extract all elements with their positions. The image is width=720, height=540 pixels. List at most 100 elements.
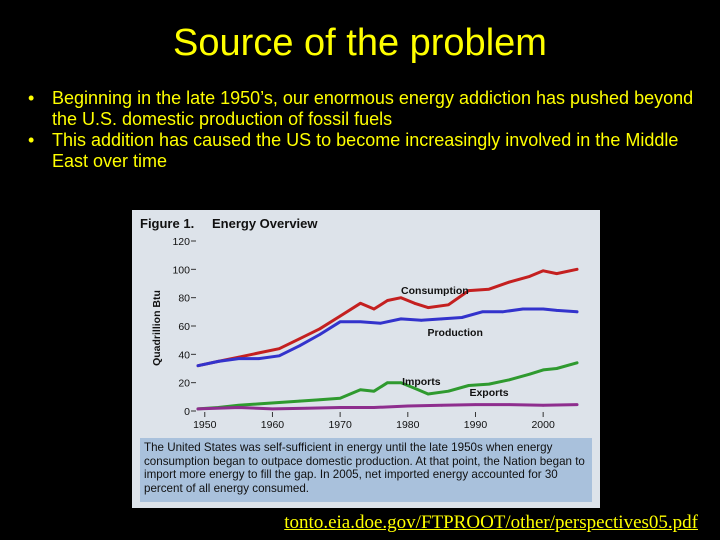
bullet-list: • Beginning in the late 1950’s, our enor… xyxy=(28,88,708,172)
bullet-text: This addition has caused the US to becom… xyxy=(52,130,679,171)
data-point-exports xyxy=(508,403,511,406)
y-tick-label: 40 xyxy=(178,349,190,361)
bullet-symbol: • xyxy=(28,88,35,108)
data-point-production xyxy=(257,357,261,360)
data-point-imports xyxy=(508,378,511,382)
data-point-imports xyxy=(467,384,471,387)
data-point-consumption xyxy=(318,327,322,331)
data-point-exports xyxy=(406,404,410,408)
data-point-production xyxy=(237,357,240,360)
x-tick-label: 1980 xyxy=(396,419,420,431)
data-point-consumption xyxy=(508,280,511,284)
data-point-imports xyxy=(257,402,261,406)
series-label-exports: Exports xyxy=(469,387,508,399)
series-label-consumption: Consumption xyxy=(401,285,469,297)
data-point-exports xyxy=(372,406,376,409)
slide-title: Source of the problem xyxy=(173,22,547,64)
x-tick-label: 1960 xyxy=(261,419,285,431)
x-tick-label: 1990 xyxy=(464,419,488,431)
data-point-consumption xyxy=(386,299,389,302)
series-line-consumption xyxy=(196,267,579,368)
data-point-imports xyxy=(359,388,362,392)
series-line-exports xyxy=(196,403,579,411)
data-point-production xyxy=(399,317,403,321)
caption-box: The United States was self-sufficient in… xyxy=(140,438,592,502)
bullet-item: • Beginning in the late 1950’s, our enor… xyxy=(28,88,708,130)
data-point-imports xyxy=(447,389,450,393)
chart-title: Energy Overview xyxy=(212,216,318,231)
x-tick-label: 1950 xyxy=(193,419,217,431)
data-point-consumption xyxy=(447,303,450,307)
data-point-production xyxy=(555,309,558,312)
data-point-consumption xyxy=(359,302,362,305)
data-point-imports xyxy=(237,404,240,407)
data-point-production xyxy=(480,310,484,314)
data-point-consumption xyxy=(487,287,491,291)
data-point-imports xyxy=(487,382,491,386)
data-point-exports xyxy=(196,407,200,411)
data-point-consumption xyxy=(257,351,261,355)
data-point-production xyxy=(217,360,220,363)
data-point-consumption xyxy=(298,337,301,341)
data-point-imports xyxy=(318,398,322,401)
data-point-consumption xyxy=(555,272,558,275)
y-tick-label: 60 xyxy=(178,321,190,333)
data-point-imports xyxy=(541,368,545,372)
data-point-production xyxy=(196,364,200,367)
data-point-production xyxy=(521,307,525,311)
data-point-exports xyxy=(304,406,308,410)
data-point-imports xyxy=(399,381,403,384)
data-point-production xyxy=(338,320,342,324)
data-point-exports xyxy=(474,403,477,406)
data-point-consumption xyxy=(528,275,531,278)
data-point-production xyxy=(501,310,504,314)
data-point-production xyxy=(379,321,383,325)
data-point-imports xyxy=(338,396,342,400)
y-tick-label: 120 xyxy=(172,236,190,248)
data-point-exports xyxy=(440,404,443,407)
bullet-text: Beginning in the late 1950’s, our enormo… xyxy=(52,88,694,129)
data-point-production xyxy=(541,307,545,311)
data-point-imports xyxy=(413,387,416,390)
data-point-production xyxy=(359,320,362,324)
source-link[interactable]: tonto.eia.doe.gov/FTPROOT/other/perspect… xyxy=(284,512,698,533)
series-label-production: Production xyxy=(427,327,482,339)
y-tick-label: 100 xyxy=(172,264,190,276)
data-point-imports xyxy=(277,401,281,404)
data-point-exports xyxy=(271,407,274,411)
data-point-production xyxy=(440,317,443,321)
x-tick-label: 1970 xyxy=(328,419,352,431)
data-point-exports xyxy=(541,404,545,407)
data-point-production xyxy=(420,319,423,322)
y-tick-label: 20 xyxy=(178,378,190,390)
y-axis-label: Quadrillion Btu xyxy=(151,290,163,366)
data-point-consumption xyxy=(467,289,471,292)
figure-caption: The United States was self-sufficient in… xyxy=(144,441,585,495)
data-point-imports xyxy=(298,399,301,403)
data-point-production xyxy=(575,310,579,314)
data-point-consumption xyxy=(426,306,430,309)
data-point-exports xyxy=(575,403,579,406)
data-point-consumption xyxy=(541,269,545,273)
data-point-consumption xyxy=(372,307,376,311)
energy-overview-figure: Figure 1. Energy Overview Quadrillion Bt… xyxy=(132,210,600,508)
data-point-consumption xyxy=(277,347,281,350)
data-point-consumption xyxy=(338,314,342,318)
data-point-consumption xyxy=(399,296,403,299)
series-line-imports xyxy=(196,361,579,411)
series-line-production xyxy=(196,307,579,368)
data-point-production xyxy=(277,354,281,358)
data-point-production xyxy=(318,333,322,336)
bullet-item: • This addition has caused the US to bec… xyxy=(28,130,708,172)
x-tick-label: 2000 xyxy=(531,419,555,431)
energy-overview-chart: Figure 1. Energy Overview Quadrillion Bt… xyxy=(140,216,579,431)
data-point-imports xyxy=(575,361,579,365)
y-tick-label: 0 xyxy=(184,406,190,418)
data-point-production xyxy=(460,316,464,319)
data-point-exports xyxy=(338,406,342,409)
data-point-consumption xyxy=(575,268,579,271)
data-point-imports xyxy=(555,367,558,370)
data-point-imports xyxy=(386,381,389,384)
figure-label: Figure 1. xyxy=(140,216,194,231)
data-point-exports xyxy=(237,406,240,409)
